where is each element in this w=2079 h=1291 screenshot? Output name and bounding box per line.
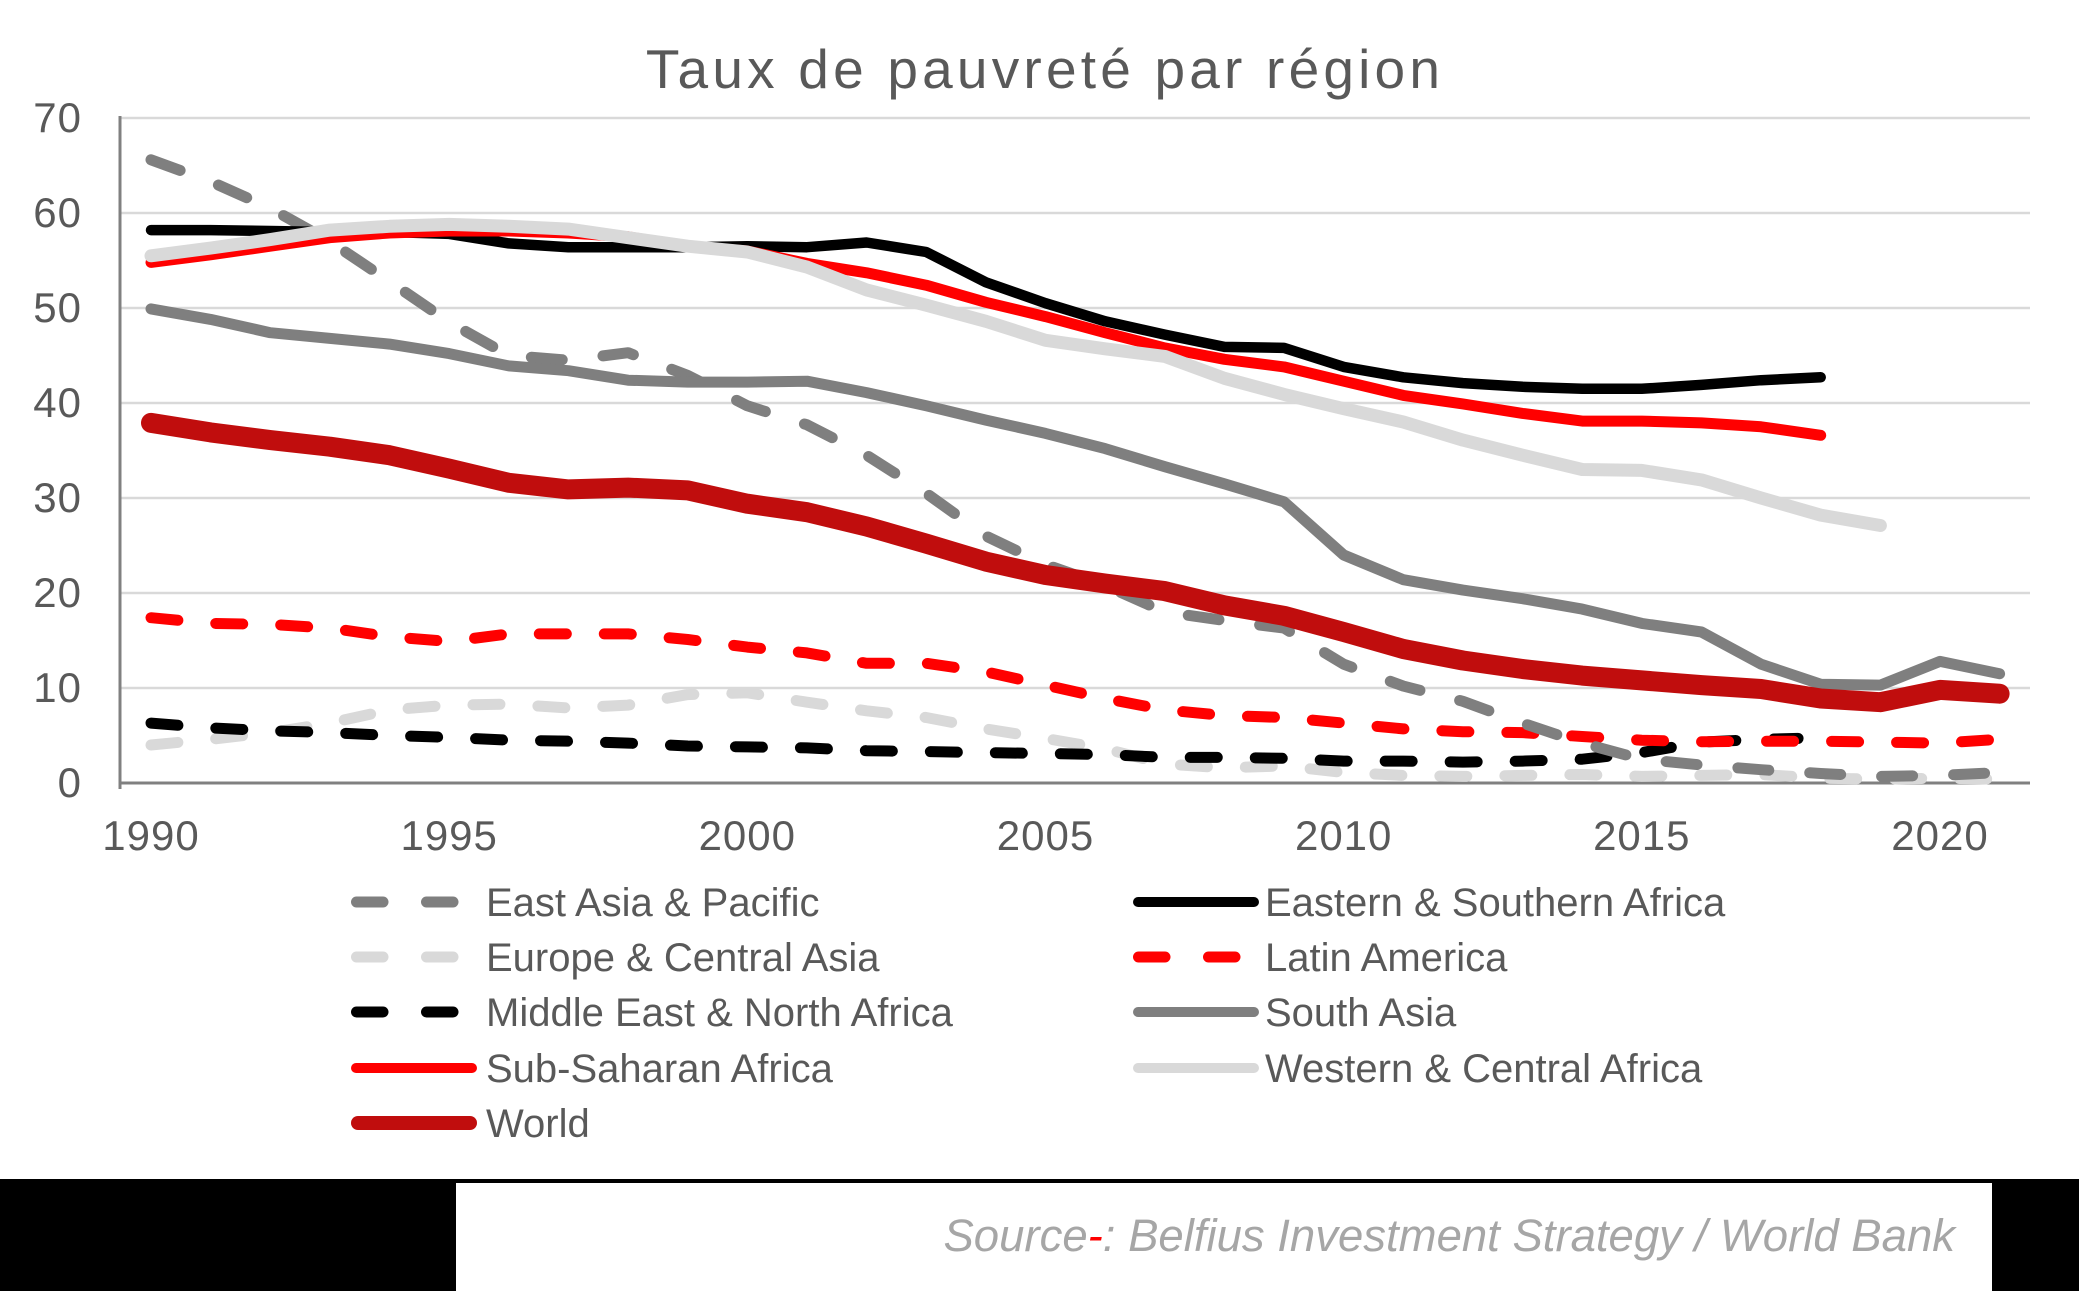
svg-text:20: 20 (33, 569, 82, 616)
svg-text:1995: 1995 (400, 812, 497, 859)
svg-text:10: 10 (33, 664, 82, 711)
svg-text:Europe & Central Asia: Europe & Central Asia (486, 936, 880, 980)
svg-text:0: 0 (58, 759, 82, 806)
svg-text:Eastern & Southern Africa: Eastern & Southern Africa (1265, 881, 1726, 925)
svg-text:50: 50 (33, 284, 82, 331)
svg-text:Western & Central Africa: Western & Central Africa (1265, 1047, 1703, 1091)
svg-text:Source-: Belfius Investment St: Source-: Belfius Investment Strategy / W… (943, 1210, 1957, 1261)
svg-text:Taux de pauvreté par région: Taux de pauvreté par région (646, 38, 1444, 100)
svg-text:30: 30 (33, 474, 82, 521)
svg-text:2015: 2015 (1593, 812, 1690, 859)
svg-text:South Asia: South Asia (1265, 991, 1457, 1035)
svg-text:Sub-Saharan Africa: Sub-Saharan Africa (486, 1047, 834, 1091)
svg-text:East Asia & Pacific: East Asia & Pacific (486, 881, 819, 925)
svg-text:2010: 2010 (1295, 812, 1392, 859)
svg-text:70: 70 (33, 94, 82, 141)
svg-text:World: World (486, 1102, 590, 1146)
svg-text:60: 60 (33, 189, 82, 236)
svg-text:2000: 2000 (699, 812, 796, 859)
svg-text:2020: 2020 (1891, 812, 1988, 859)
svg-text:2005: 2005 (997, 812, 1094, 859)
svg-text:1990: 1990 (102, 812, 199, 859)
svg-text:Middle East & North Africa: Middle East & North Africa (486, 991, 954, 1035)
svg-text:40: 40 (33, 379, 82, 426)
svg-text:Latin America: Latin America (1265, 936, 1508, 980)
